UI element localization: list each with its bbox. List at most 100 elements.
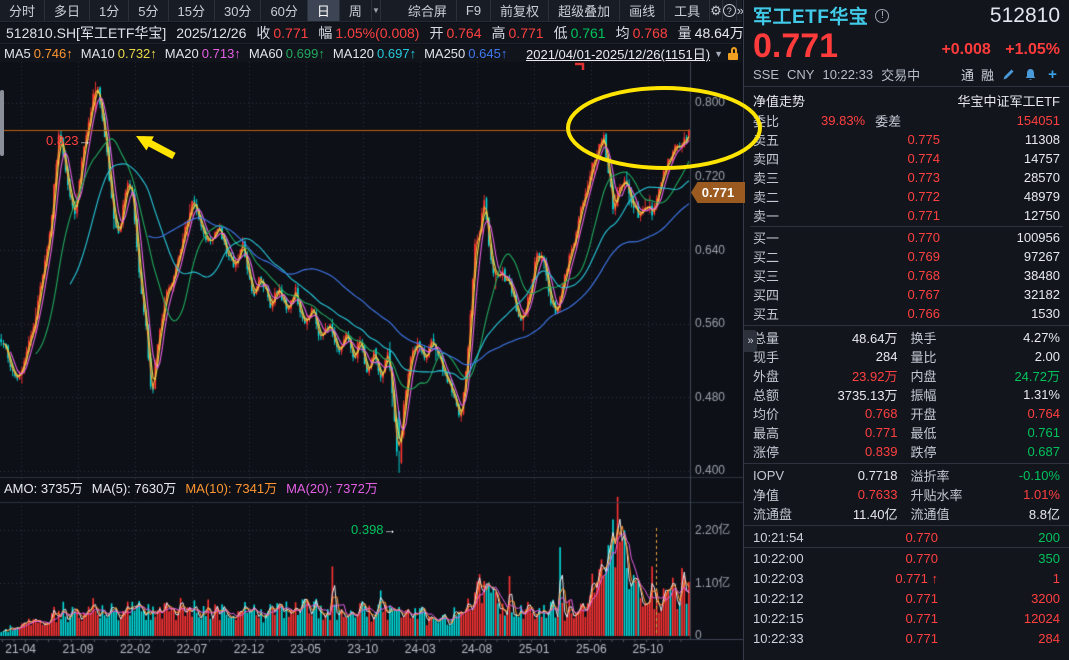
stat-label: 跌停 (910, 445, 937, 460)
chart-scrollbar[interactable] (0, 90, 4, 156)
toolbar-spacer (381, 0, 399, 21)
stat-row: 总量 48.64万 换手 4.27% (744, 328, 1069, 347)
instrument-name: 军工ETF华宝 (753, 7, 869, 28)
weibi-row: 委比 39.83% 委差 154051 (744, 111, 1069, 130)
ask-row[interactable]: 卖三 0.773 28570 (744, 168, 1069, 187)
divider (744, 463, 1069, 464)
candlestick-chart-canvas[interactable] (0, 62, 745, 660)
bid-row[interactable]: 买一 0.770 100956 (744, 228, 1069, 247)
trade-time: 10:21:54 (753, 530, 804, 545)
bid-row[interactable]: 买五 0.766 1530 (744, 304, 1069, 323)
field-开: 开 0.764 (429, 23, 481, 43)
trade-price: 0.771 (905, 590, 938, 606)
tab-周[interactable]: 周 (340, 0, 372, 21)
stat-label: 量比 (910, 350, 937, 365)
field-label: 高 (491, 25, 506, 41)
currency-label: CNY (787, 66, 815, 82)
amo-item: MA(5): 7630万 (91, 481, 177, 496)
help-question-glyph: ? (722, 4, 736, 17)
tab-日[interactable]: 日 (307, 0, 340, 21)
field-label: 均 (615, 25, 630, 41)
toolbar-button-超级叠加[interactable]: 超级叠加 (549, 0, 621, 21)
field-量: 量 48.64万 (678, 23, 744, 43)
toolbar-button-前复权[interactable]: 前复权 (491, 0, 550, 21)
ohlc-fields: 收 0.771 幅 1.05%(0.008) 开 0.764 高 0.771 低 0.761 均 0.… (256, 23, 753, 43)
stat-value: 11.40亿 (852, 507, 898, 522)
period-dropdown-icon[interactable]: ▼ (372, 0, 381, 21)
instrument-code: 512810 (989, 3, 1060, 27)
ask-row[interactable]: 卖二 0.772 48979 (744, 187, 1069, 206)
bid-row[interactable]: 买二 0.769 97267 (744, 247, 1069, 266)
field-幅: 幅 1.05%(0.008) (318, 23, 419, 43)
last-price: 0.771 (753, 26, 839, 65)
trade-row: 10:22:00 0.770 350 (744, 548, 1069, 568)
book-qty: 100956 (1016, 230, 1060, 245)
book-qty: 97267 (1023, 249, 1060, 264)
book-price: 0.775 (907, 132, 940, 147)
trade-price: 0.771 ↑ (895, 570, 938, 586)
toolbar-button-画线[interactable]: 画线 (620, 0, 666, 21)
ask-row[interactable]: 卖五 0.775 11308 (744, 130, 1069, 149)
ask-row[interactable]: 卖四 0.774 14757 (744, 149, 1069, 168)
alert-bell-icon[interactable] (1023, 67, 1038, 82)
toolbar-button-综合屏[interactable]: 综合屏 (399, 0, 457, 21)
index-name-link[interactable]: 华宝中证军工ETF (957, 93, 1060, 109)
tab-30分[interactable]: 30分 (215, 0, 262, 21)
tab-60分[interactable]: 60分 (261, 0, 308, 21)
trade-qty: 1 (1052, 570, 1060, 586)
chevron-down-icon[interactable]: ▼ (714, 48, 723, 59)
toolbar-button-F9[interactable]: F9 (457, 0, 492, 21)
help-icon[interactable]: ? (722, 0, 737, 21)
tab-5分[interactable]: 5分 (129, 0, 169, 21)
stat-value: 8.8亿 (1028, 507, 1060, 522)
ma-legend-bar: MA5 0.746↑ MA10 0.732↑ MA20 0.713↑ MA60 0.699↑ M… (0, 45, 742, 62)
edit-icon[interactable] (1001, 67, 1016, 82)
period-high-label: 0.823→ (46, 133, 92, 148)
unlock-icon[interactable] (728, 47, 738, 60)
panel-badges: 通 融 + (961, 65, 1060, 84)
trade-price: 0.770 (905, 550, 938, 566)
tab-分时[interactable]: 分时 (0, 0, 46, 21)
ma-item-MA10: MA10 0.732↑ (81, 46, 157, 61)
stat-row: 总额 3735.13万 振幅 1.31% (744, 385, 1069, 404)
stat-row: 涨停 0.839 跌停 0.687 (744, 442, 1069, 461)
stat-label: 升贴水率 (910, 488, 963, 503)
trade-row: 10:22:15 0.771 12024 (744, 608, 1069, 628)
settings-gear-icon[interactable]: ⚙ (710, 0, 723, 21)
book-qty: 12750 (1023, 208, 1060, 223)
book-price: 0.773 (907, 170, 940, 185)
change-abs: +0.008 (941, 41, 991, 58)
ma-label: MA10 (80, 46, 115, 61)
change-pct: +1.05% (1005, 41, 1060, 58)
tab-多日[interactable]: 多日 (45, 0, 91, 21)
field-label: 开 (429, 25, 444, 41)
ma-value: 0.732↑ (117, 46, 157, 61)
bid-row[interactable]: 买三 0.768 38480 (744, 266, 1069, 285)
toolbar-button-工具[interactable]: 工具 (665, 0, 711, 21)
book-level-label: 卖二 (753, 190, 780, 205)
date-range-box: 2021/04/01-2025/12/26(1151日) ▼ (526, 44, 738, 63)
ma-label: MA20 (164, 46, 199, 61)
trade-row: 10:22:33 0.771 284 (744, 628, 1069, 648)
stat-label: 总额 (753, 388, 780, 403)
stat-row: 均价 0.768 开盘 0.764 (744, 404, 1069, 423)
ask-row[interactable]: 卖一 0.771 12750 (744, 206, 1069, 225)
ma-item-MA250: MA250 0.645↑ (424, 46, 507, 61)
book-divider (750, 226, 1063, 227)
tab-15分[interactable]: 15分 (169, 0, 215, 21)
ma-value: 0.746↑ (33, 46, 73, 61)
date-range-selector[interactable]: 2021/04/01-2025/12/26(1151日) (526, 47, 711, 62)
panel-expand-handle[interactable]: » (744, 330, 757, 352)
bid-row[interactable]: 买四 0.767 32182 (744, 285, 1069, 304)
stat-label: 最低 (910, 426, 937, 441)
info-icon[interactable]: ! (875, 8, 890, 23)
book-price: 0.766 (907, 306, 940, 321)
stat-row: 流通盘 11.40亿 流通值 8.8亿 (744, 504, 1069, 523)
stat-value: 0.7633 (857, 487, 898, 502)
time-sales-list[interactable]: 10:21:54 0.770 200 10:22:00 0.770 350 10:22:03… (744, 528, 1069, 648)
tab-1分[interactable]: 1分 (90, 0, 130, 21)
add-icon[interactable]: + (1048, 65, 1057, 83)
stat-row: 外盘 23.92万 内盘 24.72万 (744, 366, 1069, 385)
stat-value: 0.687 (1027, 444, 1060, 459)
nav-value-trend-link[interactable]: 净值走势 (753, 93, 806, 109)
